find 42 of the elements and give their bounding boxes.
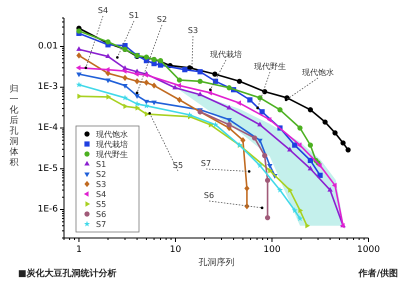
note: S4 (84, 6, 108, 70)
annotation: S1 (128, 11, 140, 20)
annotation: S6 (204, 191, 214, 200)
annotation: S4 (98, 6, 108, 15)
x-tick-label: 100 (263, 245, 281, 255)
y-tick-label: 1E-3 (38, 82, 58, 92)
note: S1 (116, 11, 140, 59)
legend-label: 现代饱水 (96, 130, 128, 139)
annotation: S2 (156, 15, 168, 24)
annotation: S5 (172, 161, 184, 170)
y-tick-label: 1E-5 (38, 164, 58, 174)
legend-label: S2 (96, 170, 106, 179)
legend-label: S4 (96, 190, 106, 199)
y-tick-label: 1E-6 (38, 204, 58, 215)
note: S7 (200, 159, 250, 173)
note: S6 (204, 191, 264, 210)
legend-label: S6 (96, 210, 106, 219)
text: ■炭化大豆孔洞统计分析 (18, 268, 117, 279)
note: 现代栽培 (209, 50, 242, 91)
annotation: S3 (188, 26, 198, 35)
legend-label: S7 (96, 220, 106, 229)
annotation: 现代栽培 (210, 50, 242, 59)
legend-label: 现代野生 (96, 150, 128, 159)
note: S3 (188, 26, 198, 70)
legend-label: 现代栽培 (96, 140, 128, 149)
y-tick-label: 1E-4 (38, 123, 58, 133)
annotation: S7 (200, 159, 212, 168)
x-tick-label: 1000 (357, 245, 380, 255)
note: 现代野生 (254, 62, 286, 110)
note: S5 (148, 112, 184, 172)
x-tick-label: 1 (76, 245, 82, 255)
annotation: 现代野生 (254, 62, 286, 71)
legend-label: S1 (96, 160, 106, 169)
note: 现代饱水 (284, 68, 334, 102)
text: 作者/供图 (358, 268, 398, 279)
y-tick-label: 0.01 (38, 41, 58, 52)
y-axis-title: 归一化后孔洞体积 (10, 83, 18, 168)
annotation: 现代饱水 (302, 68, 334, 77)
legend-label: S3 (96, 180, 106, 189)
x-tick-label: 10 (170, 245, 182, 255)
legend-label: S5 (96, 200, 106, 209)
x-axis-title: 孔洞序列 (198, 257, 234, 268)
